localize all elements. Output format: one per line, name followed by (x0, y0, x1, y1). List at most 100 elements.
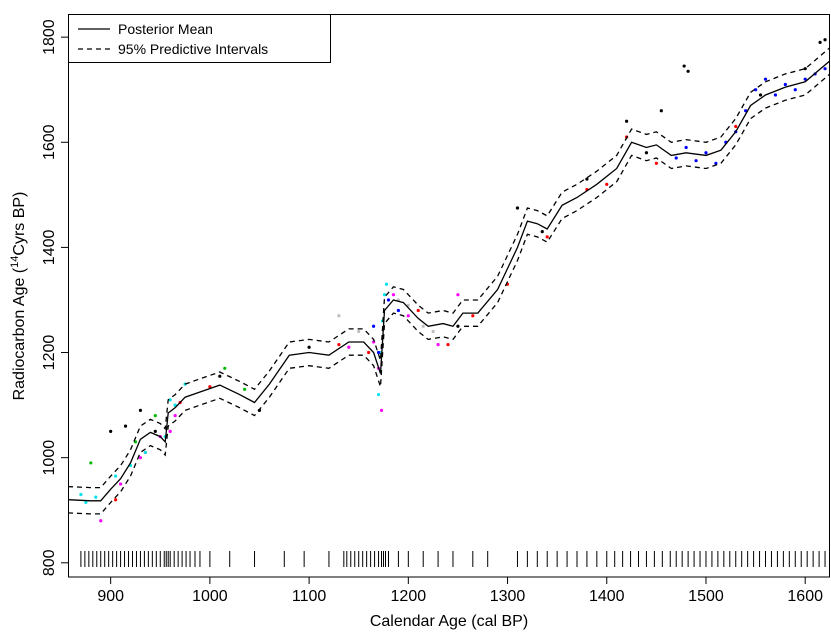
data-point (109, 429, 113, 433)
data-point (223, 366, 227, 370)
data-point (337, 343, 341, 347)
data-point (347, 345, 351, 349)
x-tick-label: 1500 (688, 588, 724, 605)
data-point (456, 324, 460, 328)
interval-line (68, 47, 830, 489)
data-point (153, 429, 157, 433)
data-point (686, 69, 690, 73)
data-point (773, 93, 778, 97)
data-point (138, 408, 143, 412)
y-tick-label: 1600 (41, 124, 58, 160)
data-point (684, 145, 688, 150)
data-point (585, 177, 589, 181)
legend-box (68, 14, 331, 63)
data-point (456, 293, 460, 297)
data-point (396, 308, 400, 313)
data-point (446, 343, 450, 347)
data-point (94, 495, 98, 499)
data-point (173, 414, 177, 418)
data-point (540, 230, 544, 234)
data-point (382, 293, 387, 297)
data-point (545, 235, 549, 239)
data-point (674, 156, 678, 160)
data-point (803, 77, 807, 81)
data-point (431, 329, 435, 334)
x-tick-label: 1200 (391, 588, 427, 605)
data-point (173, 403, 177, 407)
interval-line (68, 73, 830, 515)
legend-label: Posterior Mean (118, 21, 213, 37)
data-point (436, 343, 440, 347)
data-point (384, 282, 389, 286)
data-point (644, 151, 649, 155)
data-point (123, 424, 128, 428)
data-point (243, 387, 247, 391)
x-tick-label: 1000 (192, 588, 228, 605)
x-tick-label: 1400 (589, 588, 625, 605)
data-point (376, 392, 381, 397)
data-point (168, 429, 172, 433)
data-point (337, 314, 341, 318)
data-point (84, 500, 88, 504)
data-point (654, 161, 658, 165)
x-tick-label: 1600 (787, 588, 823, 605)
x-tick-label: 1300 (490, 588, 526, 605)
y-tick-label: 1000 (41, 440, 58, 476)
data-point (421, 324, 425, 328)
data-point (153, 414, 157, 418)
y-tick-label: 1400 (41, 230, 58, 266)
data-point (625, 119, 629, 123)
data-point (371, 324, 376, 328)
data-point (406, 314, 410, 318)
data-point (823, 38, 827, 42)
data-point (823, 67, 827, 71)
data-point (471, 314, 475, 318)
data-point (168, 398, 172, 402)
data-point (114, 498, 118, 502)
mean-line (68, 60, 830, 502)
data-point (734, 124, 738, 129)
data-point (763, 77, 768, 81)
data-point (753, 88, 758, 92)
data-point (818, 40, 822, 44)
data-point (376, 350, 381, 355)
data-point (208, 385, 212, 389)
data-point (357, 329, 361, 334)
data-point (391, 293, 396, 297)
data-point (659, 109, 663, 113)
y-label-suffix: Cyrs BP) (11, 192, 28, 256)
data-point (367, 350, 371, 355)
data-point (379, 408, 384, 412)
data-point (114, 474, 118, 478)
y-axis-label: Radiocarbon Age (14Cyrs BP) (9, 192, 28, 401)
data-point (416, 308, 420, 313)
data-point (682, 64, 686, 68)
data-point (307, 345, 311, 349)
plot-frame (68, 14, 830, 578)
x-tick-label: 900 (97, 588, 124, 605)
x-axis-label: Calendar Age (cal BP) (370, 613, 528, 630)
data-point (758, 93, 763, 97)
data-point (515, 206, 520, 210)
data-point (386, 298, 391, 302)
y-tick-label: 1800 (41, 19, 58, 55)
y-label-superscript: 14 (9, 256, 21, 268)
data-point (143, 450, 147, 455)
data-point (79, 492, 83, 497)
data-point (218, 374, 222, 378)
data-point (406, 303, 410, 307)
data-point (803, 67, 807, 71)
data-point (704, 151, 708, 155)
data-point (793, 88, 797, 92)
x-tick-label: 1100 (292, 588, 327, 605)
data-point (605, 182, 609, 186)
y-tick-label: 1200 (41, 335, 58, 371)
y-label-prefix: Radiocarbon Age ( (11, 267, 28, 400)
legend-label: 95% Predictive Intervals (118, 41, 268, 57)
legend: Posterior Mean 95% Predictive Intervals (68, 14, 331, 63)
plot-area (68, 38, 830, 567)
data-point (89, 461, 93, 465)
data-point (694, 159, 698, 163)
y-tick-label: 800 (41, 549, 58, 576)
